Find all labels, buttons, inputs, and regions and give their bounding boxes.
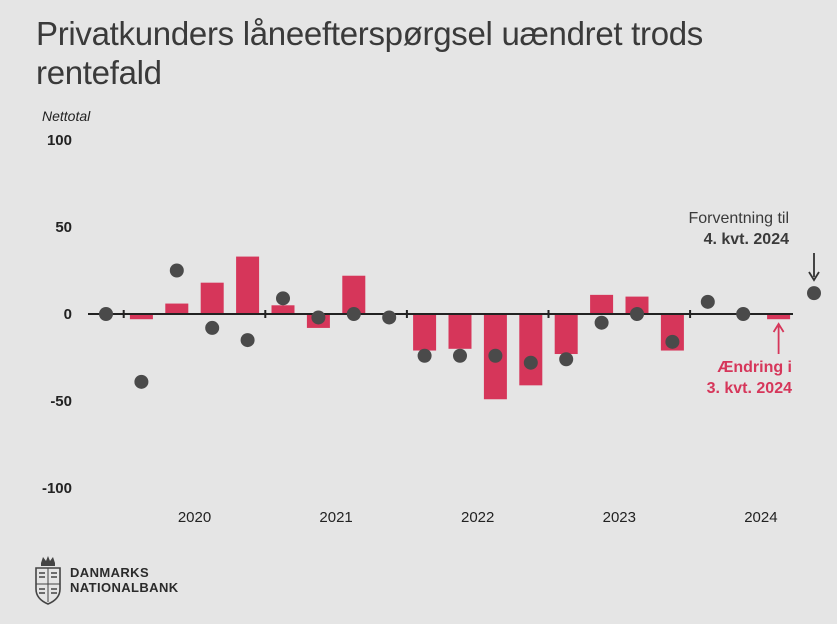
logo-line-2: NATIONALBANK bbox=[70, 580, 179, 595]
bar-2022K4 bbox=[519, 314, 543, 386]
annotation-aendring-line-1: Ændring i bbox=[717, 359, 792, 376]
dot-2022K1 bbox=[417, 348, 432, 363]
bar-2022K1 bbox=[413, 314, 437, 351]
annotation-forventning-line-2: 4. kvt. 2024 bbox=[704, 231, 790, 248]
x-year-label-2022: 2022 bbox=[461, 509, 494, 526]
x-year-label-2023: 2023 bbox=[603, 509, 636, 526]
dot-2019K4 bbox=[99, 307, 113, 321]
dot-2021K2 bbox=[311, 310, 326, 325]
dot-2020K3 bbox=[205, 320, 220, 335]
y-axis-label: Nettotal bbox=[42, 108, 91, 124]
x-axis bbox=[88, 310, 793, 318]
dot-2020K4 bbox=[240, 333, 255, 348]
dot-2024K2 bbox=[736, 307, 751, 321]
annotation-forventning-line-1: Forventning til bbox=[689, 210, 790, 227]
dot-2020K2 bbox=[169, 263, 184, 278]
annotation-forventning-arrowhead bbox=[808, 271, 820, 282]
bar-2022K2 bbox=[448, 314, 472, 349]
bar-series bbox=[129, 256, 791, 400]
dot-series bbox=[99, 263, 821, 389]
x-year-label-2020: 2020 bbox=[178, 509, 211, 526]
y-axis-ticks: 100 50 0 -50 -100 bbox=[42, 132, 72, 497]
y-tick-label-neg100: -100 bbox=[42, 480, 72, 497]
dot-2023K2 bbox=[594, 315, 609, 330]
bar-2024K3 bbox=[767, 314, 791, 320]
y-tick-label-50: 50 bbox=[55, 219, 72, 236]
dot-2022K4 bbox=[523, 355, 538, 370]
dot-2023K3 bbox=[630, 307, 644, 321]
dot-2021K3 bbox=[346, 307, 361, 321]
dot-2021K4 bbox=[382, 310, 397, 325]
bar-2020K1 bbox=[129, 314, 153, 320]
dot-2021K1 bbox=[276, 291, 290, 306]
x-axis-year-labels: 2020 2021 2022 2023 2024 bbox=[178, 509, 778, 526]
bar-2023K2 bbox=[590, 294, 614, 314]
dot-2024K4 bbox=[807, 286, 821, 301]
dot-2023K1 bbox=[559, 352, 574, 367]
bar-2020K3 bbox=[200, 282, 224, 314]
y-tick-label-0: 0 bbox=[64, 306, 72, 323]
annotation-aendring-arrowhead bbox=[772, 322, 785, 333]
dot-2022K2 bbox=[453, 348, 467, 363]
dot-2023K4 bbox=[665, 334, 680, 349]
bar-2020K4 bbox=[236, 256, 260, 314]
bar-2023K3 bbox=[625, 296, 649, 314]
bar-2023K1 bbox=[554, 314, 578, 355]
dot-2022K3 bbox=[488, 348, 503, 363]
x-year-label-2024: 2024 bbox=[744, 509, 777, 526]
y-tick-label-100: 100 bbox=[47, 132, 72, 149]
chart-title: Privatkunders låneefterspørgsel uændret … bbox=[36, 15, 703, 91]
danmarks-nationalbank-logo: DANMARKS NATIONALBANK bbox=[34, 555, 179, 605]
dot-2020K1 bbox=[134, 374, 149, 389]
bar-2020K2 bbox=[165, 303, 189, 314]
logo-line-1: DANMARKS bbox=[70, 565, 150, 580]
crown-shield-icon bbox=[35, 556, 61, 605]
annotations: Forventning til 4. kvt. 2024 Ændring i 3. k… bbox=[689, 210, 820, 397]
annotation-aendring-line-2: 3. kvt. 2024 bbox=[707, 380, 793, 397]
dot-2024K1 bbox=[700, 294, 715, 309]
y-tick-label-neg50: -50 bbox=[50, 393, 72, 410]
bar-2021K1 bbox=[271, 305, 295, 314]
x-year-label-2021: 2021 bbox=[319, 509, 352, 526]
bar-2021K3 bbox=[342, 275, 366, 314]
